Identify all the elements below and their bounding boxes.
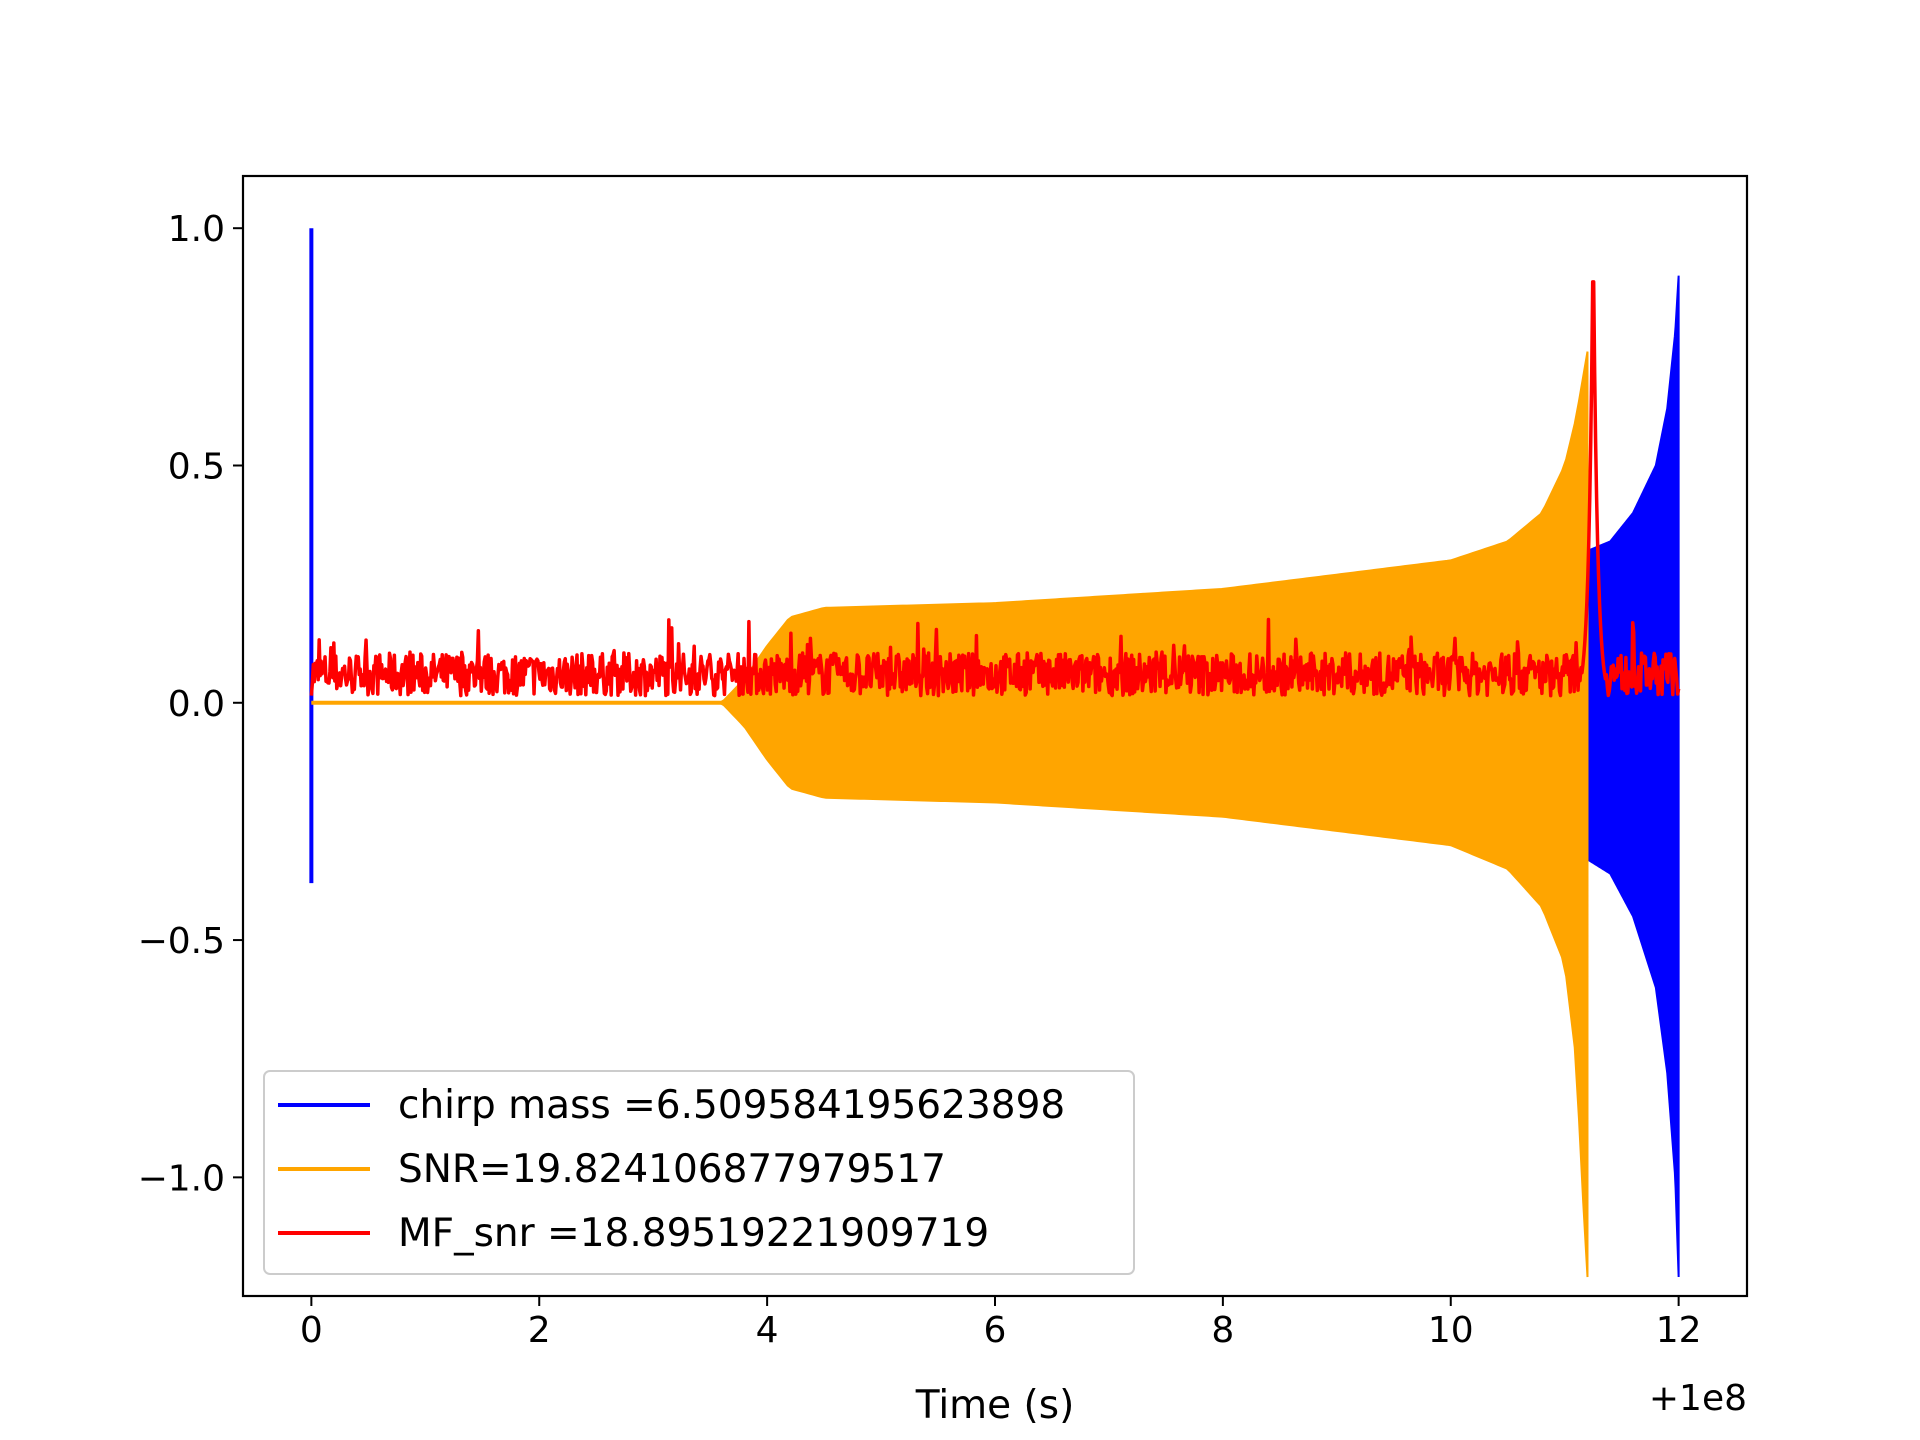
y-tick-label: −0.5 <box>138 921 225 962</box>
legend-label-mf-snr: MF_snr =18.89519221909719 <box>398 1211 989 1256</box>
y-tick-label: −1.0 <box>138 1158 225 1199</box>
series-chirp-mass-waveform <box>1586 275 1680 1278</box>
x-offset-label: +1e8 <box>1649 1378 1747 1419</box>
legend-label-snr: SNR=19.824106877979517 <box>398 1147 946 1192</box>
legend-box <box>263 1070 1135 1275</box>
series-mf-snr-line <box>309 280 1681 698</box>
x-tick-label: 8 <box>1211 1310 1234 1351</box>
x-tick-label: 0 <box>300 1310 323 1351</box>
legend-label-chirp-mass: chirp mass =6.509584195623898 <box>398 1083 1065 1128</box>
ticks-layer: 0 2 4 6 8 10 12 −1.0 −0.5 0.0 0.5 1.0 <box>138 209 1702 1351</box>
series-layer <box>309 228 1681 1278</box>
x-tick-label: 2 <box>528 1310 551 1351</box>
y-tick-label: 0.5 <box>168 446 225 487</box>
x-tick-label: 6 <box>984 1310 1007 1351</box>
x-tick-label: 12 <box>1656 1310 1702 1351</box>
legend: chirp mass =6.509584195623898 SNR=19.824… <box>263 1070 1135 1275</box>
y-tick-label: 0.0 <box>168 684 225 725</box>
x-tick-label: 10 <box>1428 1310 1474 1351</box>
x-axis-label: Time (s) <box>915 1383 1075 1428</box>
y-tick-label: 1.0 <box>168 209 225 250</box>
x-tick-label: 4 <box>756 1310 779 1351</box>
